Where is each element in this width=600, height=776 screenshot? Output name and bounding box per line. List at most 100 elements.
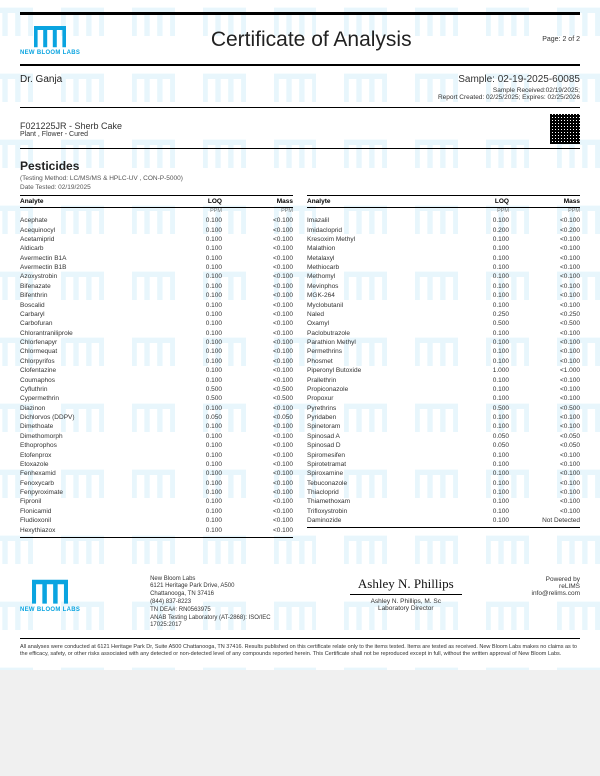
table-row: Spinetoram0.100<0.100 [307, 422, 580, 431]
loq-value: 0.100 [151, 366, 222, 375]
mass-value: <0.100 [222, 357, 293, 366]
sample-report: Report Created: 02/25/2025; Expires: 02/… [438, 94, 580, 101]
table-row: Methomyl0.100<0.100 [307, 272, 580, 281]
table-row: Boscalid0.100<0.100 [20, 300, 293, 309]
sample-block: Sample: 02-19-2025-60085 Sample Received… [438, 74, 580, 101]
product-info: F021225JR - Sherb Cake Plant , Flower - … [20, 121, 122, 138]
disclaimer: All analyses were conducted at 6121 Heri… [20, 638, 580, 658]
analyte-name: Dimethomorph [20, 432, 151, 441]
mass-value: <0.050 [509, 441, 580, 450]
loq-value: 0.100 [438, 479, 509, 488]
analyte-name: Carbofuran [20, 319, 151, 328]
mass-value: <0.100 [222, 516, 293, 525]
loq-value: 0.100 [151, 488, 222, 497]
loq-value: 0.100 [151, 441, 222, 450]
analyte-name: Propiconazole [307, 385, 438, 394]
section-title: Pesticides [20, 159, 580, 173]
analyte-name: Methomyl [307, 272, 438, 281]
analyte-name: Pyrethrins [307, 404, 438, 413]
mass-value: <0.100 [222, 422, 293, 431]
table-row: Thiamethoxam0.100<0.100 [307, 497, 580, 506]
mass-value: <0.100 [509, 413, 580, 422]
table-row: Paclobutrazole0.100<0.100 [307, 329, 580, 338]
loq-value: 0.100 [151, 479, 222, 488]
table-row: Prallethrin0.100<0.100 [307, 375, 580, 384]
analyte-name: Acetamiprid [20, 235, 151, 244]
mass-value: <0.100 [509, 263, 580, 272]
loq-value: 0.100 [151, 300, 222, 309]
analyte-name: Etoxazole [20, 460, 151, 469]
table-row: Daminozide0.100Not Detected [307, 516, 580, 528]
analyte-name: Phosmet [307, 357, 438, 366]
table-row: Bifenazate0.100<0.100 [20, 282, 293, 291]
powered-by: Powered by reLIMS info@relims.com [532, 576, 581, 597]
mass-value: <0.100 [509, 488, 580, 497]
pesticide-tables: Analyte LOQ Mass PPMPPM Acephate0.100<0.… [20, 195, 580, 538]
loq-value: 0.100 [438, 216, 509, 225]
analyte-name: Ethoprophos [20, 441, 151, 450]
rule [20, 107, 580, 108]
loq-value: 0.100 [438, 375, 509, 384]
analyte-name: Imazalil [307, 216, 438, 225]
left-table: Analyte LOQ Mass PPMPPM Acephate0.100<0.… [20, 195, 293, 538]
table-row: Hexythiazox0.100<0.100 [20, 525, 293, 537]
analyte-name: Myclobutanil [307, 300, 438, 309]
mass-value: <0.100 [222, 497, 293, 506]
analyte-name: Hexythiazox [20, 525, 151, 537]
analyte-name: Spiroxamine [307, 469, 438, 478]
col-loq: LOQ [438, 196, 509, 208]
loq-value: 0.500 [151, 394, 222, 403]
table-row: Spiromesifen0.100<0.100 [307, 450, 580, 459]
loq-value: 0.100 [438, 413, 509, 422]
mass-value: <0.100 [509, 479, 580, 488]
analyte-name: Spinosad D [307, 441, 438, 450]
analyte-name: Mevinphos [307, 282, 438, 291]
analyte-name: Pyridaben [307, 413, 438, 422]
rule [20, 148, 580, 149]
mass-value: <0.100 [509, 216, 580, 225]
table-row: Pyridaben0.100<0.100 [307, 413, 580, 422]
loq-value: 0.100 [151, 244, 222, 253]
analyte-name: Trifloxystrobin [307, 507, 438, 516]
analyte-name: Fenpyroximate [20, 488, 151, 497]
mass-value: <0.100 [509, 460, 580, 469]
table-row: Tebuconazole0.100<0.100 [307, 479, 580, 488]
mass-value: <0.100 [509, 375, 580, 384]
col-mass: Mass [509, 196, 580, 208]
analyte-name: Fludioxonil [20, 516, 151, 525]
page-number: Page: 2 of 2 [542, 36, 580, 43]
mass-value: <0.100 [222, 460, 293, 469]
mass-value: <0.100 [222, 329, 293, 338]
analyte-name: Oxamyl [307, 319, 438, 328]
logo-icon [34, 23, 66, 49]
mass-value: <0.100 [509, 272, 580, 281]
analyte-name: Fenoxycarb [20, 479, 151, 488]
loq-value: 0.100 [151, 263, 222, 272]
signature-title: Laboratory Director [350, 605, 462, 612]
logo-icon [32, 576, 68, 606]
loq-value: 0.100 [151, 225, 222, 234]
mass-value: <0.100 [509, 254, 580, 263]
analyte-name: Bifenthrin [20, 291, 151, 300]
loq-value: 0.100 [438, 263, 509, 272]
table-row: Trifloxystrobin0.100<0.100 [307, 507, 580, 516]
mass-value: <0.100 [509, 338, 580, 347]
date-tested: Date Tested: 02/19/2025 [20, 184, 580, 191]
analyte-name: Aldicarb [20, 244, 151, 253]
loq-value: 0.100 [151, 497, 222, 506]
table-row: Acephate0.100<0.100 [20, 216, 293, 225]
analyte-name: Clofentazine [20, 366, 151, 375]
analyte-name: Diazinon [20, 404, 151, 413]
table-row: Malathion0.100<0.100 [307, 244, 580, 253]
mass-value: <0.100 [222, 216, 293, 225]
mass-value: <0.500 [509, 404, 580, 413]
table-row: Aldicarb0.100<0.100 [20, 244, 293, 253]
analyte-name: Chlormequat [20, 347, 151, 356]
loq-value: 0.100 [438, 291, 509, 300]
mass-value: <0.100 [222, 469, 293, 478]
table-row: Thiacloprid0.100<0.100 [307, 488, 580, 497]
analyte-name: Spinosad A [307, 432, 438, 441]
mass-value: <0.100 [222, 300, 293, 309]
loq-value: 0.100 [151, 235, 222, 244]
analyte-name: Fenhexamid [20, 469, 151, 478]
